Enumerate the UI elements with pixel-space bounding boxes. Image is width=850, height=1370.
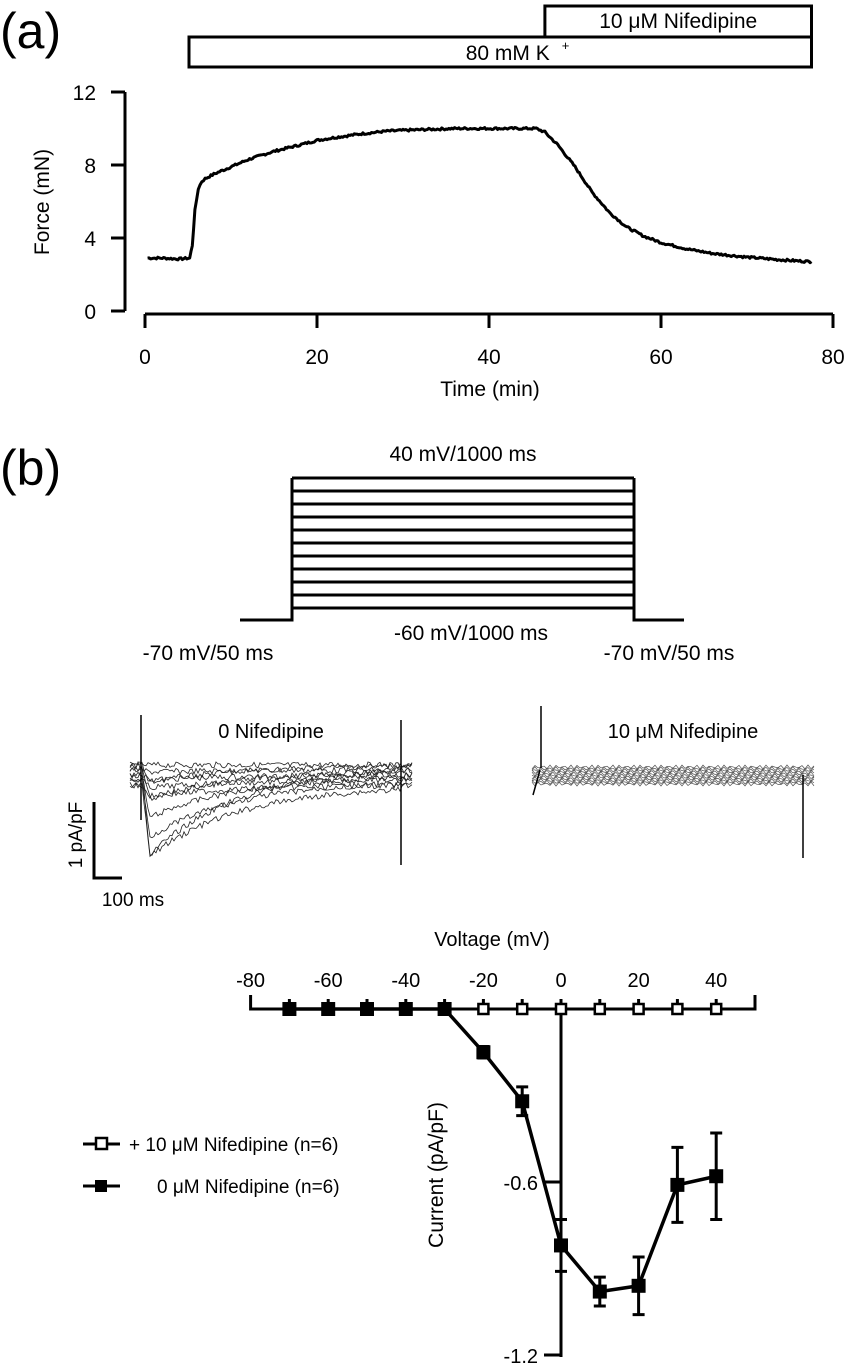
data-point-nifedipine xyxy=(671,1002,684,1016)
data-point-control xyxy=(670,1177,685,1192)
iv-x-tick-label: 0 xyxy=(555,970,566,992)
y-tick-label: 0 xyxy=(84,301,96,324)
data-point-control xyxy=(398,1002,413,1016)
legend: + 10 μM Nifedipine (n=6) 0 μM Nifedipine… xyxy=(83,1135,340,1198)
data-point-control xyxy=(437,1002,452,1016)
data-point-nifedipine xyxy=(632,1002,645,1016)
y-tick-label: 8 xyxy=(84,155,96,178)
potassium-bar xyxy=(187,35,813,69)
scale-bar xyxy=(92,802,122,880)
nifedipine-bar xyxy=(543,4,814,39)
voltage-step-protocol xyxy=(240,476,684,622)
x-axis-label: Time (min) xyxy=(440,378,540,401)
iv-x-tick-label: 40 xyxy=(705,970,727,992)
protocol-left-label: -70 mV/50 ms xyxy=(143,642,274,665)
svg-text:+: + xyxy=(562,38,570,53)
scale-bar-y-label: 1 pA/pF xyxy=(66,802,87,869)
force-trace xyxy=(147,126,813,265)
legend-item-nifedipine: + 10 μM Nifedipine (n=6) xyxy=(83,1135,339,1156)
iv-x-tick-label: -60 xyxy=(314,970,343,992)
panel-b-protocol: (b) 40 mV/1000 ms -60 mV/1000 ms -70 mV/… xyxy=(0,440,734,665)
panel-b-iv: Voltage (mV) Current (pA/pF) -80 -60 -40 -2… xyxy=(83,929,757,1368)
panel-a: (a) 80 mM K +10 μM Nifedipine 0 4 8 12 0 20 40 6… xyxy=(0,3,845,401)
data-point-nifedipine xyxy=(515,1002,529,1016)
panel-a-label: (a) xyxy=(0,3,61,59)
trace-title-control: 0 Nifedipine xyxy=(218,721,324,743)
iv-axes: -80 -60 -40 -20 0 20 40 -0.6 -1.2 xyxy=(236,970,757,1368)
legend-item-control: 0 μM Nifedipine (n=6) xyxy=(83,1177,340,1198)
y-axis-label: Force (mN) xyxy=(31,149,54,255)
x-tick-label: 0 xyxy=(139,346,151,369)
data-point-control xyxy=(592,1284,607,1299)
data-point-control xyxy=(554,1238,568,1253)
force-axes: 0 4 8 12 0 20 40 60 80 xyxy=(73,82,845,369)
y-tick-label: 12 xyxy=(73,82,96,105)
legend-label-control: 0 μM Nifedipine (n=6) xyxy=(157,1177,340,1198)
protocol-top-label: 40 mV/1000 ms xyxy=(389,443,536,466)
panel-b-traces: 0 Nifedipine 10 μM Nifedipine 1 pA/pF 10… xyxy=(66,706,815,911)
data-point-control xyxy=(360,1002,374,1016)
data-point-nifedipine xyxy=(593,1002,607,1016)
data-point-control xyxy=(709,1169,724,1184)
iv-x-tick-label: -40 xyxy=(391,970,420,992)
data-point-control xyxy=(321,1002,336,1016)
current-traces-nifedipine xyxy=(531,706,815,858)
data-point-control xyxy=(282,1002,297,1016)
iv-x-tick-label: 20 xyxy=(627,970,649,992)
data-point-control xyxy=(515,1094,530,1109)
data-point-nifedipine xyxy=(709,1002,723,1016)
x-tick-label: 40 xyxy=(477,346,500,369)
data-point-nifedipine xyxy=(554,1002,568,1016)
iv-line-control xyxy=(289,1007,717,1294)
potassium-bar-label: 80 mM K xyxy=(466,42,550,65)
protocol-bottom-label: -60 mV/1000 ms xyxy=(394,622,548,645)
iv-x-axis-label: Voltage (mV) xyxy=(434,929,550,951)
x-tick-label: 60 xyxy=(649,346,672,369)
legend-label-nifedipine: + 10 μM Nifedipine (n=6) xyxy=(129,1135,339,1156)
iv-x-tick-label: -80 xyxy=(236,970,265,992)
data-point-control xyxy=(476,1045,491,1060)
iv-y-tick-label: -1.2 xyxy=(504,1346,538,1368)
iv-y-axis-label: Current (pA/pF) xyxy=(425,1102,448,1248)
data-point-nifedipine xyxy=(477,1002,490,1016)
treatment-bars: 80 mM K +10 μM Nifedipine xyxy=(187,4,814,69)
panel-b-label: (b) xyxy=(0,440,61,496)
trace-title-nifedipine: 10 μM Nifedipine xyxy=(608,721,759,743)
nifedipine-bar-label: 10 μM Nifedipine xyxy=(599,10,757,33)
current-traces-control xyxy=(129,715,413,865)
data-point-control xyxy=(631,1278,646,1293)
iv-x-tick-label: -20 xyxy=(469,970,498,992)
y-tick-label: 4 xyxy=(84,228,96,251)
x-tick-label: 80 xyxy=(821,346,844,369)
x-tick-label: 20 xyxy=(305,346,328,369)
iv-y-tick-label: -0.6 xyxy=(504,1173,538,1195)
scale-bar-x-label: 100 ms xyxy=(102,890,164,911)
protocol-right-label: -70 mV/50 ms xyxy=(604,642,735,665)
iv-x-axis xyxy=(249,995,757,1011)
iv-data xyxy=(282,999,724,1317)
